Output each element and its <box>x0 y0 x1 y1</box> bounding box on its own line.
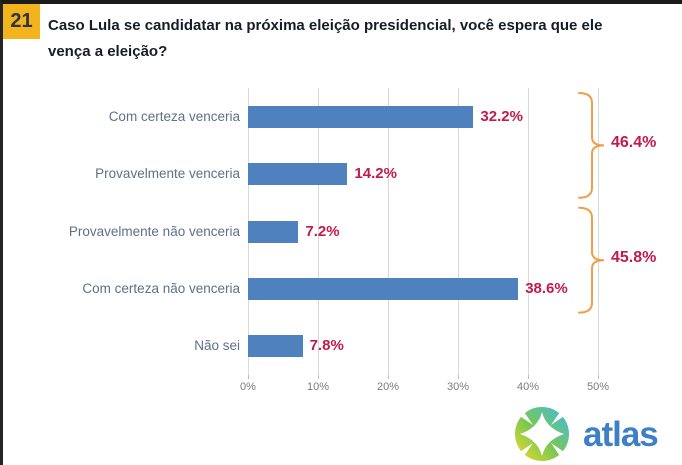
category-label: Provavelmente não venceria <box>68 223 240 239</box>
category-label: Com certeza não venceria <box>82 280 240 296</box>
x-axis-tick-label: 0% <box>240 381 256 393</box>
value-label: 32.2% <box>480 107 523 125</box>
gridline <box>318 88 319 375</box>
value-label: 7.2% <box>305 222 340 240</box>
bar <box>248 220 299 243</box>
gridline <box>458 88 459 375</box>
gridline <box>598 88 599 375</box>
bar <box>248 277 519 300</box>
group-total-label: 46.4% <box>611 134 657 152</box>
x-axis-tickmark <box>318 375 319 379</box>
x-axis-tick-label: 30% <box>446 381 470 393</box>
x-axis-tickmark <box>598 375 599 379</box>
chart-title: Caso Lula se candidatar na próxima eleiç… <box>48 13 673 65</box>
x-axis-tick-label: 20% <box>376 381 400 393</box>
x-axis-tickmark <box>388 375 389 379</box>
category-label: Não sei <box>194 338 240 354</box>
question-number-badge: 21 <box>3 4 40 39</box>
x-axis-tickmark <box>528 375 529 379</box>
atlas-logo: atlas <box>515 407 675 463</box>
group-total-label: 45.8% <box>611 249 657 267</box>
x-axis-tick-label: 10% <box>306 381 330 393</box>
chart-title-line-1: Caso Lula se candidatar na próxima eleiç… <box>48 17 603 34</box>
atlas-logo-icon <box>515 407 569 461</box>
bar <box>248 335 303 358</box>
x-axis-tick-label: 50% <box>586 381 610 393</box>
gridline <box>528 88 529 375</box>
value-label: 14.2% <box>354 165 397 183</box>
category-label: Provavelmente venceria <box>95 166 240 182</box>
bar-chart: 0% 10% 20% 30% 40% 50% Com certeza venceria 32.… <box>3 4 682 465</box>
gridline <box>388 88 389 375</box>
x-axis-tickmark <box>458 375 459 379</box>
value-label: 7.8% <box>309 337 344 355</box>
value-label: 38.6% <box>525 279 568 297</box>
bar <box>248 105 474 128</box>
bar <box>248 163 348 186</box>
chart-title-line-2: vença a eleição? <box>48 43 168 60</box>
category-label: Com certeza venceria <box>108 108 240 124</box>
atlas-logo-text: atlas <box>583 415 659 454</box>
x-axis-tick-label: 40% <box>516 381 540 393</box>
x-axis-tickmark <box>248 375 249 379</box>
